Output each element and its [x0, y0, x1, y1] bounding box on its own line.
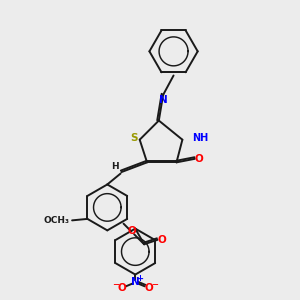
Text: O: O — [118, 283, 126, 293]
Text: NH: NH — [192, 133, 208, 143]
Text: −: − — [151, 280, 158, 289]
Text: N: N — [159, 95, 168, 105]
Text: +: + — [136, 274, 143, 283]
Text: O: O — [144, 283, 153, 293]
Text: −: − — [112, 280, 119, 289]
Text: N: N — [131, 277, 140, 286]
Text: O: O — [195, 154, 203, 164]
Text: H: H — [111, 162, 118, 171]
Text: O: O — [128, 226, 136, 236]
Text: O: O — [158, 235, 166, 245]
Text: S: S — [130, 133, 138, 143]
Text: OCH₃: OCH₃ — [44, 216, 70, 225]
